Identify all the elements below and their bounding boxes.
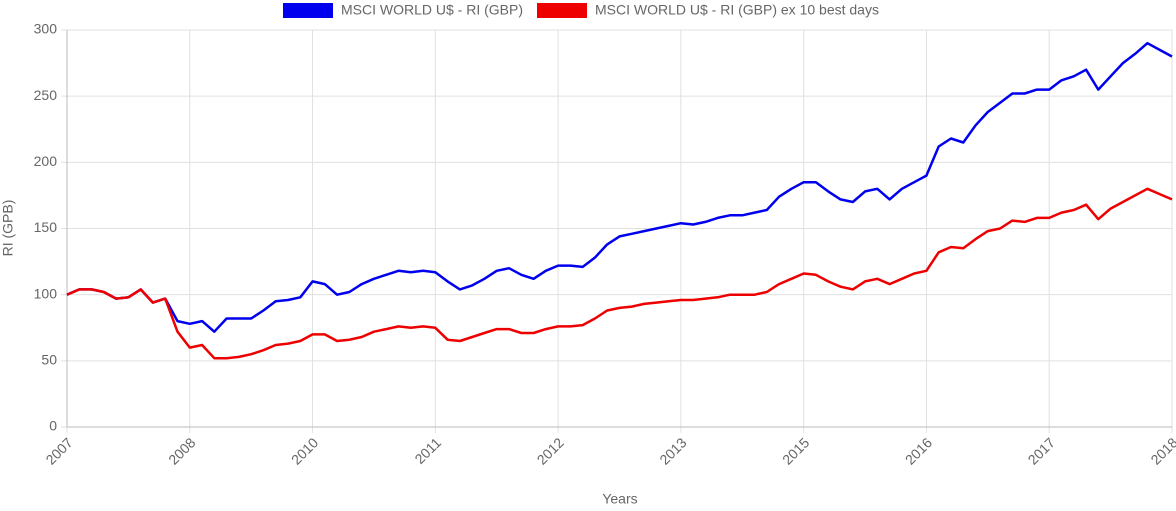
x-tick-label: 2015 (779, 434, 812, 467)
legend-swatch (283, 3, 333, 18)
y-tick-label: 0 (49, 418, 57, 434)
series-line (66, 187, 1173, 360)
x-tick-label: 2010 (288, 434, 321, 467)
y-tick-label: 50 (41, 352, 57, 368)
legend-label: MSCI WORLD U$ - RI (GBP) ex 10 best days (595, 2, 879, 18)
legend-label: MSCI WORLD U$ - RI (GBP) (341, 2, 523, 18)
y-axis-title: RI (GPB) (0, 200, 16, 257)
y-tick-label: 250 (34, 87, 58, 103)
x-tick-label: 2017 (1025, 434, 1058, 467)
y-tick-label: 200 (34, 153, 58, 169)
y-tick-label: 150 (34, 219, 58, 235)
x-axis-title: Years (602, 491, 637, 506)
x-tick-label: 2016 (902, 434, 935, 467)
legend-swatch (537, 3, 587, 18)
x-tick-label: 2008 (165, 434, 198, 467)
x-tick-label: 2011 (411, 434, 444, 467)
y-tick-label: 100 (34, 285, 58, 301)
x-tick-label: 2013 (656, 434, 689, 467)
x-tick-label: 2018 (1147, 434, 1176, 467)
x-tick-label: 2007 (42, 434, 75, 467)
y-tick-label: 300 (34, 21, 58, 37)
x-tick-label: 2012 (534, 434, 567, 467)
series-line (66, 41, 1173, 333)
